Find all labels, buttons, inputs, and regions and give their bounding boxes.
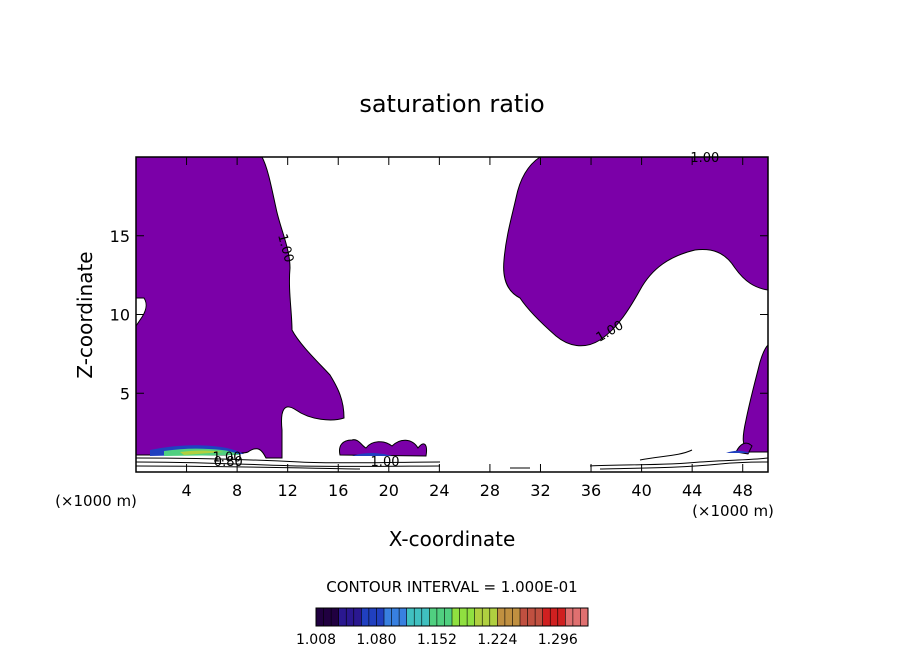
y-tick-label: 10	[110, 306, 130, 325]
supersat-region-left-notch	[135, 297, 147, 328]
y-tick-label: 15	[110, 227, 130, 246]
x-axis-label: X-coordinate	[389, 527, 516, 551]
contour-label: 0.80	[214, 455, 243, 470]
contour-label: 1.00	[371, 455, 400, 470]
colorbar-swatch	[474, 608, 498, 626]
x-tick-label: 24	[429, 481, 449, 500]
x-tick-label: 20	[379, 481, 399, 500]
chart-title: saturation ratio	[359, 90, 544, 118]
colorbar-swatch	[338, 608, 362, 626]
x-tick-label: 16	[328, 481, 348, 500]
x-tick-label: 12	[278, 481, 298, 500]
supersat-bright-layer	[150, 445, 750, 456]
colorbar-swatch	[406, 608, 430, 626]
colorbar-swatch	[429, 608, 453, 626]
contour-lines-low	[135, 449, 769, 470]
contour-label: 1.00	[690, 151, 719, 166]
colorbar-tick-labels: 1.008 1.080 1.152 1.224 1.296	[296, 632, 578, 648]
y-axis: 5 10 15	[110, 227, 768, 403]
x-tick-label: 48	[733, 481, 753, 500]
x-tick-label: 44	[682, 481, 702, 500]
contour-label: 1.00	[213, 450, 242, 465]
x-tick-label: 8	[232, 481, 242, 500]
colorbar-swatch	[316, 608, 340, 626]
x-tick-label: 36	[581, 481, 601, 500]
colorbar-swatch	[384, 608, 408, 626]
colorbar-tick-label: 1.152	[417, 632, 457, 648]
y-tick-label: 5	[120, 384, 130, 403]
x-tick-label: 32	[530, 481, 550, 500]
supersat-region-right	[503, 156, 769, 347]
contour-interval-text: CONTOUR INTERVAL = 1.000E-01	[326, 578, 577, 596]
x-unit-left: (×1000 m)	[55, 492, 137, 510]
colorbar-swatch	[361, 608, 385, 626]
colorbar-frame	[315, 607, 589, 627]
colorbar-swatch	[520, 608, 544, 626]
y-axis-label: Z-coordinate	[73, 251, 97, 378]
x-tick-label: 28	[480, 481, 500, 500]
colorbar	[315, 607, 589, 627]
colorbar-tick-label: 1.224	[477, 632, 517, 648]
colorbar-tick-label: 1.080	[356, 632, 396, 648]
x-tick-label: 40	[631, 481, 651, 500]
colorbar-tick-label: 1.008	[296, 632, 336, 648]
colorbar-swatch	[542, 608, 566, 626]
colorbar-tick-label: 1.296	[538, 632, 578, 648]
contour-label: 1.00	[274, 232, 296, 264]
plot-area: 1.001.001.001.00 1.000.80	[135, 151, 769, 473]
supersat-region-left	[135, 156, 345, 459]
x-axis: 4 8 12 16 20 24 28 32 36 40 44 48	[181, 157, 753, 500]
colorbar-swatch	[452, 608, 476, 626]
colorbar-swatch	[497, 608, 521, 626]
x-tick-label: 4	[181, 481, 191, 500]
supersat-patches-low	[339, 439, 427, 457]
colorbar-swatch	[565, 608, 589, 626]
x-unit-right: (×1000 m)	[692, 502, 774, 520]
